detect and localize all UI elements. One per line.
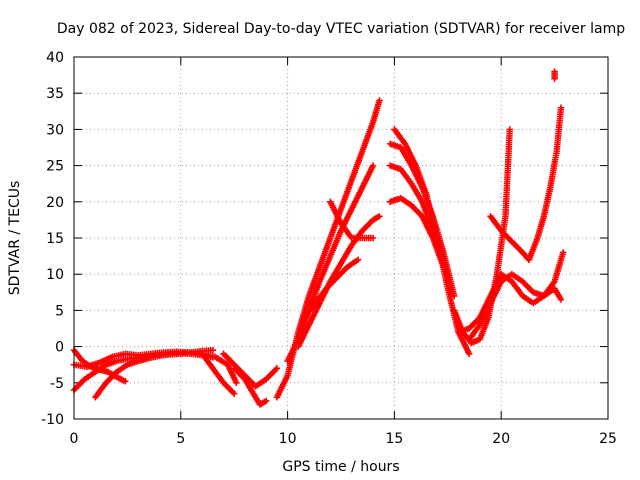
grid bbox=[74, 57, 608, 419]
data-point bbox=[273, 365, 281, 372]
plot-frame bbox=[73, 56, 609, 420]
data-point bbox=[557, 296, 565, 303]
series-track-7 bbox=[231, 365, 270, 408]
data-point bbox=[209, 347, 217, 354]
data-point bbox=[451, 292, 458, 300]
y-tick-label: 20 bbox=[46, 195, 64, 211]
x-tick-label: 25 bbox=[599, 431, 617, 447]
x-tick-label: 5 bbox=[176, 431, 185, 447]
data-point bbox=[209, 354, 217, 361]
data-point bbox=[559, 249, 567, 256]
series-track-18 bbox=[455, 271, 565, 336]
data-point bbox=[440, 263, 447, 271]
series-track-20 bbox=[487, 213, 533, 263]
y-tick-label: 30 bbox=[46, 122, 64, 138]
chart-title: Day 082 of 2023, Sidereal Day-to-day VTE… bbox=[57, 21, 625, 37]
data-point bbox=[376, 97, 383, 104]
y-tick-label: 40 bbox=[46, 50, 64, 66]
series-track-4 bbox=[92, 349, 217, 401]
ticks: 0 5 10 15 20 25 -10 -5 0 5 10 15 20 25 30 35 40 bbox=[41, 50, 617, 447]
y-tick-label: -10 bbox=[41, 412, 64, 428]
y-tick-label: 25 bbox=[46, 159, 64, 175]
data-point bbox=[376, 213, 383, 220]
x-tick-label: 20 bbox=[492, 431, 510, 447]
y-tick-label: 35 bbox=[46, 86, 64, 102]
data-point bbox=[122, 378, 129, 385]
series-track-11 bbox=[301, 256, 362, 321]
y-tick-label: -5 bbox=[50, 376, 64, 392]
data-point bbox=[369, 234, 377, 242]
series-track-12 bbox=[327, 198, 377, 242]
series-track-9 bbox=[284, 162, 377, 365]
y-tick-label: 5 bbox=[55, 303, 64, 319]
x-tick-label: 15 bbox=[385, 431, 403, 447]
y-axis-label: SDTVAR / TECUs bbox=[7, 181, 23, 296]
data-point bbox=[465, 350, 473, 358]
x-tick-label: 10 bbox=[279, 431, 297, 447]
y-tick-label: 10 bbox=[46, 267, 64, 283]
data-point bbox=[506, 126, 513, 133]
data-point bbox=[354, 256, 362, 263]
series-track-19 bbox=[465, 249, 567, 343]
series-track-5 bbox=[198, 350, 238, 397]
series-track-21 bbox=[525, 104, 565, 263]
series-track-22 bbox=[551, 68, 558, 82]
data-point bbox=[233, 379, 240, 386]
data-points bbox=[70, 68, 567, 408]
data-point bbox=[263, 397, 270, 405]
data-point bbox=[551, 68, 558, 75]
data-point bbox=[557, 104, 565, 111]
series-track-16 bbox=[386, 194, 447, 271]
data-point bbox=[369, 162, 377, 169]
data-point bbox=[231, 390, 238, 397]
y-tick-label: 15 bbox=[46, 231, 64, 247]
x-axis-label: GPS time / hours bbox=[282, 459, 399, 475]
y-tick-label: 0 bbox=[55, 340, 64, 356]
x-tick-label: 0 bbox=[70, 431, 79, 447]
